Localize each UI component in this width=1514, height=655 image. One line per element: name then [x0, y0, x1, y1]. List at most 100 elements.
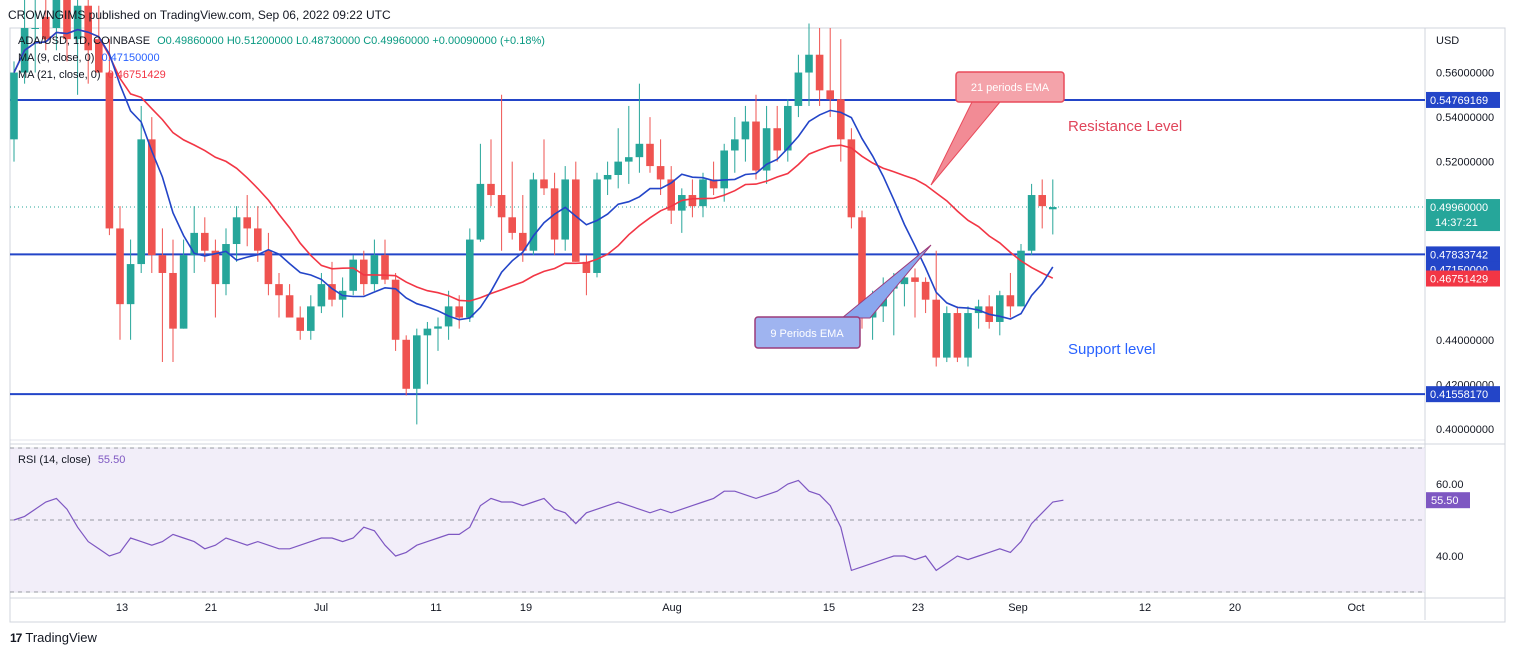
- legend-ma9-label[interactable]: MA (9, close, 0): [18, 52, 95, 64]
- resistance-price-label-bg: [1426, 91, 1500, 108]
- level-price-label: 0.47833742: [1426, 246, 1500, 263]
- candle-body: [31, 28, 39, 29]
- candle: [709, 161, 718, 196]
- main-pane-frame: [9, 27, 1426, 441]
- candle-body: [391, 279, 400, 340]
- candle-body: [423, 328, 432, 336]
- candle: [95, 5, 103, 73]
- candle: [519, 195, 527, 262]
- candle: [582, 255, 591, 296]
- annotation-ema21-label: 21 periods EMA: [971, 82, 1050, 94]
- legend-symbol-row: ADA/USD, 1D, COINBASE O0.49860000 H0.512…: [18, 35, 545, 47]
- candle-body: [63, 0, 71, 40]
- candle: [752, 94, 760, 180]
- candle-body: [328, 284, 336, 300]
- legend-ma21-value: 0.46751429: [107, 69, 166, 81]
- resistance-level-label: Resistance Level: [1068, 118, 1182, 135]
- candle: [169, 239, 177, 363]
- current-price-bg: [1426, 199, 1500, 232]
- candle: [985, 295, 993, 329]
- legend-ohlc: O0.49860000 H0.51200000 L0.48730000 C0.4…: [157, 35, 545, 47]
- candle-body: [487, 183, 495, 196]
- candle: [964, 306, 972, 367]
- candle-body: [285, 295, 294, 318]
- candle: [731, 117, 739, 173]
- time-tick-label: 19: [520, 602, 532, 614]
- candle: [338, 277, 347, 318]
- candle-body: [943, 313, 951, 358]
- candle-body: [211, 250, 220, 285]
- candle: [370, 239, 379, 291]
- candle-body: [858, 217, 866, 318]
- candle-body: [773, 128, 781, 151]
- candle: [805, 23, 813, 106]
- rsi-value-text: 55.50: [1431, 495, 1459, 507]
- candle-body: [370, 255, 379, 285]
- ma9-line: [13, 28, 1054, 321]
- candle-body: [95, 39, 103, 73]
- candle: [529, 172, 538, 256]
- legend-symbol[interactable]: ADA/USD, 1D, COINBASE: [18, 35, 151, 47]
- candle: [423, 321, 432, 385]
- candle: [190, 206, 198, 273]
- candle: [201, 217, 209, 262]
- time-tick-label: 12: [1139, 602, 1151, 614]
- time-tick-label: 15: [823, 602, 835, 614]
- candle: [349, 255, 357, 296]
- legend-ma21-label[interactable]: MA (21, close, 0): [18, 69, 101, 81]
- time-tick-label: 20: [1229, 602, 1241, 614]
- candle: [296, 306, 304, 340]
- candle: [275, 272, 283, 318]
- candle: [603, 161, 612, 196]
- candle: [540, 139, 548, 196]
- legend-ma9-row: MA (9, close, 0) 0.47150000: [18, 52, 160, 64]
- candle: [1027, 183, 1036, 256]
- candle: [158, 228, 167, 363]
- price-labels: 0.547691690.478337420.471500000.46751429…: [1426, 91, 1500, 509]
- candle-body: [805, 54, 813, 73]
- candle-body: [646, 143, 654, 167]
- candle: [1038, 179, 1046, 229]
- candle: [391, 272, 400, 351]
- candle-body: [720, 150, 728, 189]
- rsi-value-label: 55.50: [1426, 492, 1470, 509]
- candle: [381, 239, 389, 285]
- candle: [572, 161, 580, 262]
- candle: [656, 139, 665, 196]
- candle-body: [317, 284, 326, 307]
- candle: [667, 166, 675, 224]
- footer-branding[interactable]: 17 TradingView: [10, 630, 97, 645]
- candle: [773, 105, 781, 162]
- candle: [413, 328, 421, 425]
- candle-body: [762, 128, 771, 171]
- support-price-label: 0.41558170: [1426, 386, 1500, 403]
- candle: [232, 206, 241, 262]
- candle-body: [402, 339, 410, 389]
- candle: [179, 239, 188, 329]
- candle: [614, 128, 622, 189]
- time-tick-label: Aug: [662, 602, 682, 614]
- candle-body: [434, 326, 442, 329]
- support-price-label-text: 0.41558170: [1430, 389, 1488, 401]
- candle-body: [158, 255, 167, 273]
- candle-body: [201, 232, 209, 251]
- candle-body: [413, 335, 421, 389]
- candle: [84, 0, 92, 84]
- time-tick-label: 23: [912, 602, 924, 614]
- candle: [285, 284, 294, 318]
- candle: [784, 99, 792, 162]
- candle-body: [275, 284, 283, 296]
- candle-body: [921, 281, 930, 300]
- candle: [932, 250, 940, 367]
- ma21-price-label-bg: [1426, 270, 1500, 287]
- candle-body: [996, 295, 1004, 322]
- candle-body: [794, 72, 803, 106]
- legend-rsi-label[interactable]: RSI (14, close): [18, 454, 91, 466]
- candle: [943, 306, 951, 363]
- candle: [953, 306, 962, 363]
- candle-body: [678, 195, 686, 211]
- candle-body: [1049, 207, 1057, 210]
- legend-ma9-value: 0.47150000: [101, 52, 160, 64]
- candle: [815, 28, 824, 106]
